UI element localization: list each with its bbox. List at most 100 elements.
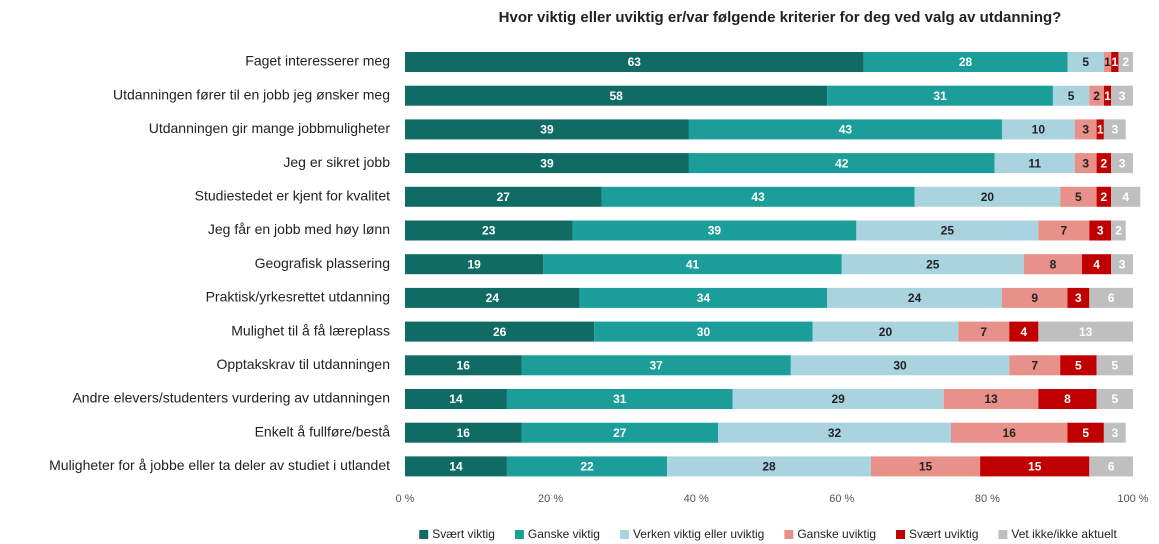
value-label: 3 — [1119, 89, 1126, 103]
bar-segment — [1067, 287, 1090, 308]
value-label: 1 — [1111, 55, 1118, 69]
value-label: 31 — [613, 392, 627, 406]
bar-segment — [958, 321, 1010, 342]
value-label: 25 — [926, 257, 940, 271]
bar-segment — [405, 355, 522, 376]
legend-label: Vet ikke/ikke aktuelt — [1011, 527, 1117, 541]
value-label: 13 — [984, 392, 998, 406]
bar-segment — [1103, 52, 1112, 72]
value-label: 16 — [457, 358, 471, 372]
legend-swatch — [514, 530, 524, 539]
bar-segment — [1096, 186, 1112, 207]
bar-segment — [1082, 254, 1112, 275]
value-label: 3 — [1111, 123, 1118, 137]
bar-segment — [1096, 355, 1133, 376]
value-label: 39 — [540, 156, 554, 170]
value-label: 2 — [1101, 190, 1108, 204]
bar-segment — [1038, 389, 1097, 409]
value-label: 41 — [686, 257, 700, 271]
x-tick-label: 80 % — [975, 493, 1000, 505]
value-label: 31 — [933, 89, 947, 103]
value-label: 19 — [467, 257, 481, 271]
category-label: Praktisk/yrkesrettet utdanning — [206, 289, 390, 305]
bar-segment — [914, 186, 1061, 207]
value-label: 7 — [1060, 224, 1067, 238]
bar-segment — [856, 220, 1039, 241]
value-label: 4 — [1122, 190, 1129, 204]
bar-segment — [1023, 254, 1083, 275]
x-tick-label: 20 % — [538, 493, 563, 505]
legend-swatch — [998, 530, 1008, 539]
legend-swatch — [419, 530, 429, 539]
value-label: 13 — [1079, 325, 1093, 339]
bar-segment — [521, 422, 719, 443]
category-label: Mulighet til å få læreplass — [231, 322, 390, 338]
value-label: 5 — [1075, 358, 1082, 372]
bar-segment — [863, 52, 1068, 72]
value-label: 39 — [708, 224, 722, 238]
bar-segment — [405, 220, 573, 241]
value-label: 28 — [762, 460, 776, 474]
category-label: Jeg får en jobb med høy lønn — [208, 221, 390, 237]
bar-segment — [1096, 153, 1112, 174]
value-label: 3 — [1082, 123, 1089, 137]
value-label: 5 — [1111, 358, 1118, 372]
bar-segment — [1111, 153, 1133, 174]
bar-segment — [405, 153, 689, 174]
value-label: 1 — [1097, 123, 1104, 137]
value-label: 2 — [1093, 89, 1100, 103]
bar-segment — [1060, 186, 1097, 207]
value-label: 4 — [1093, 257, 1100, 271]
value-label: 5 — [1082, 55, 1089, 69]
bar-segment — [1089, 220, 1112, 241]
value-label: 2 — [1122, 55, 1129, 69]
value-label: 5 — [1068, 89, 1075, 103]
bar-segment — [1067, 422, 1104, 443]
bar-segment — [405, 456, 507, 477]
value-label: 23 — [482, 224, 496, 238]
x-tick-label: 40 % — [684, 493, 709, 505]
value-label: 27 — [497, 190, 511, 204]
bar-segment — [841, 254, 1024, 275]
value-label: 24 — [486, 291, 500, 305]
legend-label: Svært uviktig — [909, 527, 978, 541]
value-label: 30 — [697, 325, 711, 339]
value-label: 9 — [1031, 291, 1038, 305]
value-label: 3 — [1082, 156, 1089, 170]
bar-segment — [1111, 220, 1126, 241]
bar-segment — [506, 389, 733, 409]
value-label: 7 — [980, 325, 987, 339]
bar-segment — [980, 456, 1090, 477]
value-label: 26 — [493, 325, 507, 339]
bar-segment — [1038, 321, 1133, 342]
bar-segment — [1089, 287, 1133, 308]
bar-segment — [601, 186, 915, 207]
bar-segment — [1074, 119, 1097, 140]
bar-segment — [1001, 287, 1068, 308]
value-label: 25 — [941, 224, 955, 238]
bar-segment — [1111, 52, 1119, 72]
value-label: 6 — [1108, 291, 1115, 305]
value-label: 22 — [580, 460, 594, 474]
value-label: 42 — [835, 156, 849, 170]
bar-segment — [1060, 355, 1097, 376]
value-label: 43 — [751, 190, 765, 204]
value-label: 24 — [908, 291, 922, 305]
value-label: 7 — [1031, 358, 1038, 372]
x-tick-label: 100 % — [1117, 493, 1148, 505]
value-label: 14 — [449, 392, 463, 406]
value-label: 2 — [1101, 156, 1108, 170]
value-label: 3 — [1097, 224, 1104, 238]
x-tick-label: 60 % — [829, 493, 854, 505]
value-label: 1 — [1104, 89, 1111, 103]
value-label: 29 — [831, 392, 845, 406]
value-label: 20 — [981, 190, 995, 204]
bar-segment — [1103, 422, 1126, 443]
value-label: 39 — [540, 123, 554, 137]
bar-segment — [943, 389, 1039, 409]
bar-segment — [688, 119, 1002, 140]
legend-label: Ganske viktig — [528, 527, 600, 541]
bar-segment — [1118, 52, 1133, 72]
value-label: 32 — [828, 426, 842, 440]
